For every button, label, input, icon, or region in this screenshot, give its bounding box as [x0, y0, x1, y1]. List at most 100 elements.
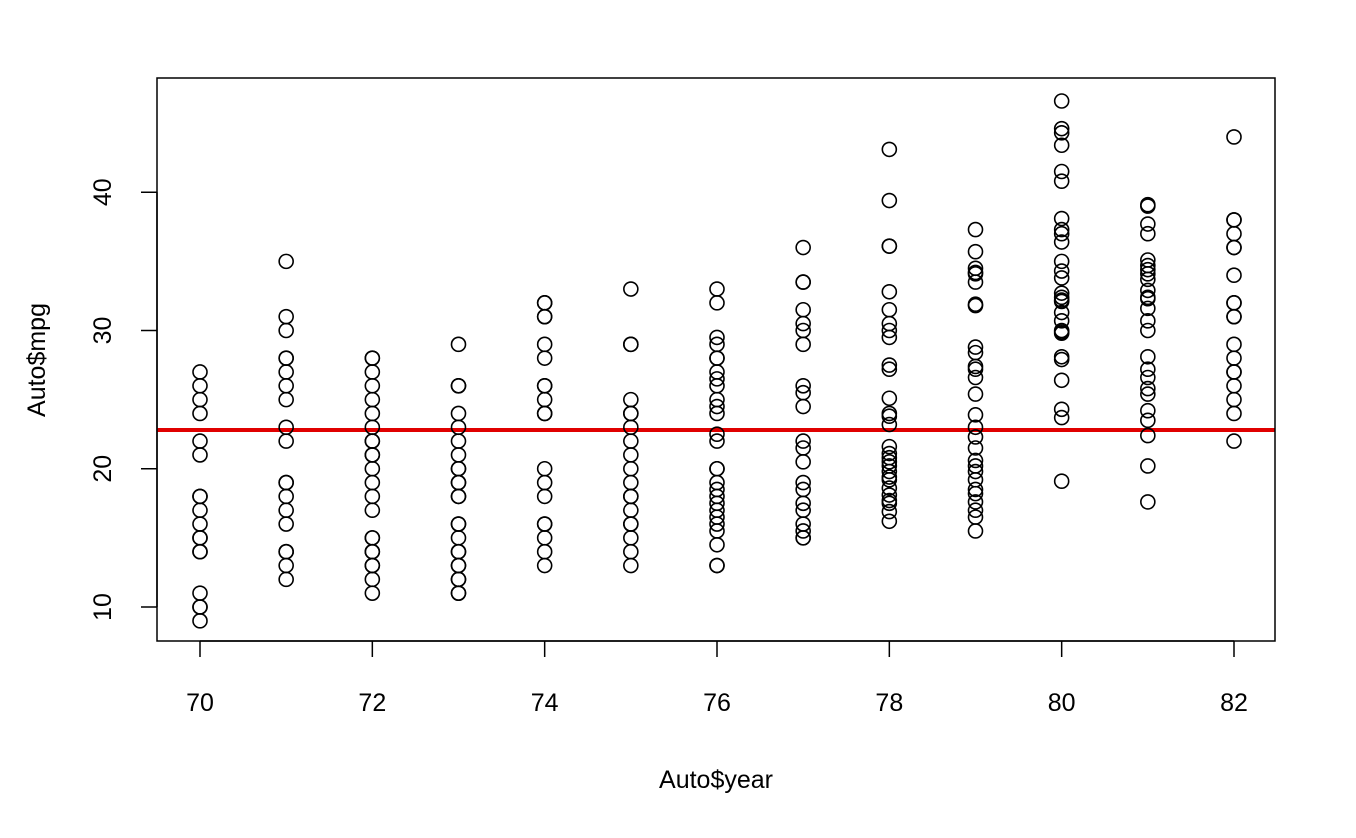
data-point — [709, 557, 725, 574]
data-point — [364, 585, 381, 601]
data-point — [1140, 282, 1156, 299]
x-tick-label: 70 — [186, 689, 214, 717]
data-point — [709, 405, 725, 422]
data-point — [1053, 351, 1070, 368]
data-point — [1140, 458, 1156, 474]
data-point — [1053, 120, 1070, 137]
data-point — [1226, 405, 1242, 422]
data-point — [1140, 322, 1156, 339]
x-tick-label: 72 — [358, 689, 386, 717]
data-point — [1053, 270, 1070, 286]
data-point — [967, 386, 984, 402]
data-point — [1140, 216, 1156, 232]
data-point — [1053, 285, 1070, 301]
data-point — [536, 405, 553, 422]
data-point — [278, 322, 294, 339]
data-point — [881, 141, 898, 158]
data-point — [1053, 263, 1070, 279]
data-point — [1053, 304, 1070, 321]
data-point — [1053, 234, 1070, 250]
data-point — [881, 408, 898, 425]
data-point — [881, 454, 898, 470]
x-tick-label: 74 — [531, 689, 559, 717]
data-point — [967, 523, 984, 539]
x-tick-label: 82 — [1220, 689, 1248, 717]
data-point — [1053, 325, 1070, 342]
plot-frame — [156, 77, 1276, 642]
data-point — [967, 243, 984, 260]
data-point — [1140, 427, 1156, 444]
data-point — [881, 513, 898, 530]
data-point — [1053, 173, 1070, 189]
data-point — [967, 369, 984, 386]
data-point — [709, 516, 725, 532]
data-point — [278, 391, 294, 408]
data-point — [278, 516, 294, 532]
data-point — [795, 530, 811, 546]
data-point — [278, 433, 294, 449]
data-point — [967, 339, 984, 355]
data-point — [1140, 225, 1156, 242]
data-point — [967, 266, 984, 282]
data-point — [1053, 313, 1070, 329]
data-point — [967, 361, 984, 378]
data-point — [1053, 473, 1070, 489]
data-point — [1140, 300, 1156, 317]
data-point — [1140, 369, 1156, 386]
data-point — [623, 557, 639, 574]
data-point — [1053, 163, 1070, 180]
data-point — [623, 281, 639, 297]
data-point — [623, 336, 639, 353]
data-point — [1053, 93, 1070, 109]
data-point — [536, 308, 553, 325]
data-point — [536, 557, 553, 574]
data-point — [881, 480, 898, 496]
data-point — [709, 295, 725, 311]
x-tick-label: 76 — [703, 689, 731, 717]
data-point — [1053, 372, 1070, 389]
data-point — [1053, 253, 1070, 270]
data-point — [1226, 239, 1242, 256]
data-point — [450, 377, 467, 394]
data-point — [1140, 313, 1156, 329]
data-point — [1140, 361, 1156, 378]
x-axis-title: Auto$year — [659, 766, 773, 794]
data-point — [881, 390, 898, 407]
data-point — [1226, 267, 1242, 283]
y-tick-label: 10 — [89, 593, 117, 621]
data-point — [709, 371, 725, 387]
data-point — [967, 274, 984, 290]
data-point — [1140, 380, 1156, 397]
data-point — [967, 502, 984, 519]
data-point — [278, 253, 294, 270]
data-point — [1140, 271, 1156, 288]
data-point — [192, 447, 208, 463]
data-points — [192, 93, 1242, 629]
data-point — [1053, 210, 1070, 227]
data-point — [1140, 266, 1156, 282]
data-point — [536, 488, 553, 505]
data-point — [1053, 137, 1070, 154]
y-tick-label: 20 — [89, 455, 117, 483]
data-point — [881, 283, 898, 300]
data-point — [967, 440, 984, 456]
data-point — [881, 463, 898, 480]
data-point — [364, 502, 381, 519]
data-point — [967, 407, 984, 423]
data-point — [795, 274, 811, 290]
data-point — [881, 238, 898, 254]
data-point — [881, 357, 898, 373]
data-point — [1053, 293, 1070, 310]
data-point — [967, 429, 984, 445]
data-point — [881, 472, 898, 488]
data-point — [192, 405, 208, 422]
data-point — [967, 485, 984, 502]
data-point — [967, 419, 984, 436]
data-point — [709, 536, 725, 553]
data-point — [795, 315, 811, 332]
data-point — [1140, 198, 1156, 214]
data-point — [278, 571, 294, 588]
data-point — [450, 585, 467, 601]
data-point — [1226, 129, 1242, 145]
